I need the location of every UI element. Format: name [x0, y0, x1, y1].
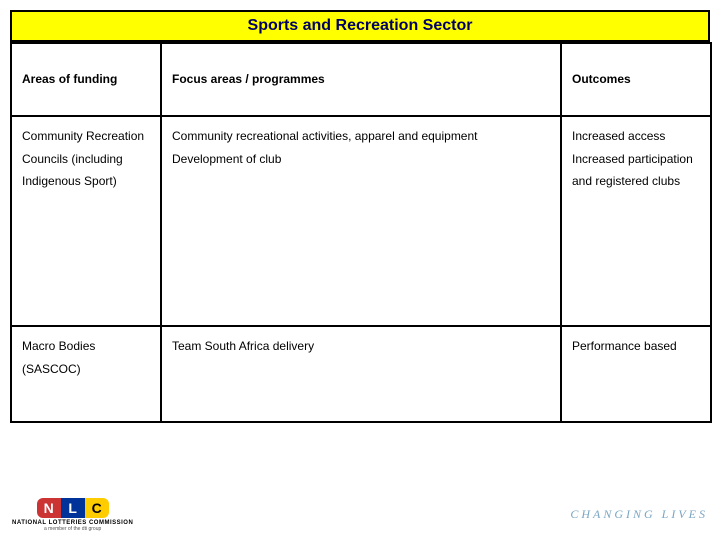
cell-area: Macro Bodies (SASCOC) [11, 326, 161, 422]
cell-focus: Team South Africa delivery [161, 326, 561, 422]
col-header-areas: Areas of funding [11, 43, 161, 116]
logo-letter-n: N [37, 498, 61, 518]
cell-outcome: Increased access Increased participation… [561, 116, 711, 326]
logo-line2: a member of the dti group [44, 526, 101, 532]
tagline: CHANGING LIVES [570, 507, 708, 532]
funding-table: Areas of funding Focus areas / programme… [10, 42, 712, 423]
col-header-outcomes: Outcomes [561, 43, 711, 116]
table-header-row: Areas of funding Focus areas / programme… [11, 43, 711, 116]
footer: N L C NATIONAL LOTTERIES COMMISSION a me… [12, 492, 708, 532]
nlc-logo: N L C NATIONAL LOTTERIES COMMISSION a me… [12, 498, 133, 532]
logo-icon: N L C [37, 498, 109, 518]
title-bar: Sports and Recreation Sector [10, 10, 710, 42]
cell-area: Community Recreation Councils (including… [11, 116, 161, 326]
col-header-focus: Focus areas / programmes [161, 43, 561, 116]
table-row: Macro Bodies (SASCOC) Team South Africa … [11, 326, 711, 422]
page-title: Sports and Recreation Sector [248, 17, 473, 35]
cell-focus: Community recreational activities, appar… [161, 116, 561, 326]
slide: Sports and Recreation Sector Areas of fu… [0, 0, 720, 540]
logo-letter-l: L [61, 498, 85, 518]
table-row: Community Recreation Councils (including… [11, 116, 711, 326]
logo-letter-c: C [85, 498, 109, 518]
cell-outcome: Performance based [561, 326, 711, 422]
